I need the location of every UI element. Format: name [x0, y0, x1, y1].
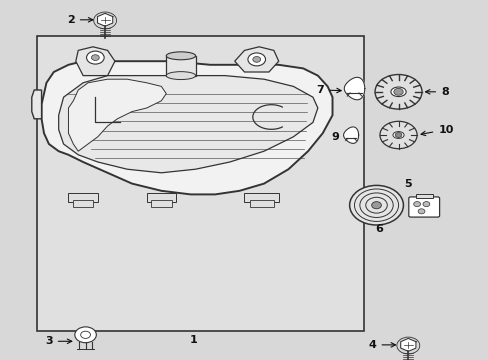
Bar: [37, 36, 364, 331]
Polygon shape: [59, 76, 317, 173]
Ellipse shape: [392, 132, 403, 139]
Text: 2: 2: [67, 15, 93, 25]
Text: 9: 9: [330, 132, 338, 142]
Bar: [244, 193, 278, 202]
Polygon shape: [68, 79, 166, 151]
Text: 7: 7: [316, 85, 341, 95]
Polygon shape: [97, 13, 113, 26]
Polygon shape: [41, 61, 332, 194]
Circle shape: [417, 209, 424, 214]
Polygon shape: [343, 127, 358, 143]
Circle shape: [349, 185, 403, 225]
Ellipse shape: [390, 87, 406, 96]
Polygon shape: [400, 338, 415, 351]
Circle shape: [393, 88, 403, 95]
Bar: [73, 200, 93, 207]
Bar: [249, 200, 273, 207]
Ellipse shape: [166, 72, 195, 80]
FancyBboxPatch shape: [415, 194, 432, 198]
Text: 1: 1: [189, 335, 197, 345]
Text: 6: 6: [374, 224, 382, 234]
Circle shape: [91, 55, 99, 60]
Circle shape: [413, 202, 420, 207]
Circle shape: [75, 327, 96, 343]
Circle shape: [86, 51, 104, 64]
Circle shape: [252, 57, 260, 62]
Circle shape: [394, 132, 401, 138]
Circle shape: [374, 75, 421, 109]
Circle shape: [422, 202, 429, 207]
FancyBboxPatch shape: [408, 197, 439, 217]
Text: 4: 4: [368, 340, 395, 350]
Ellipse shape: [166, 52, 195, 60]
Circle shape: [379, 121, 416, 149]
Polygon shape: [344, 77, 364, 100]
Circle shape: [247, 53, 265, 66]
Text: 3: 3: [45, 336, 72, 346]
Text: 5: 5: [404, 179, 411, 189]
Bar: [151, 200, 171, 207]
Bar: [146, 193, 176, 202]
Text: 10: 10: [420, 125, 453, 136]
Polygon shape: [32, 90, 41, 119]
Circle shape: [371, 202, 381, 209]
Bar: [68, 193, 98, 202]
Text: 8: 8: [425, 87, 448, 97]
Polygon shape: [76, 47, 115, 76]
Polygon shape: [234, 47, 278, 72]
FancyBboxPatch shape: [166, 56, 195, 76]
